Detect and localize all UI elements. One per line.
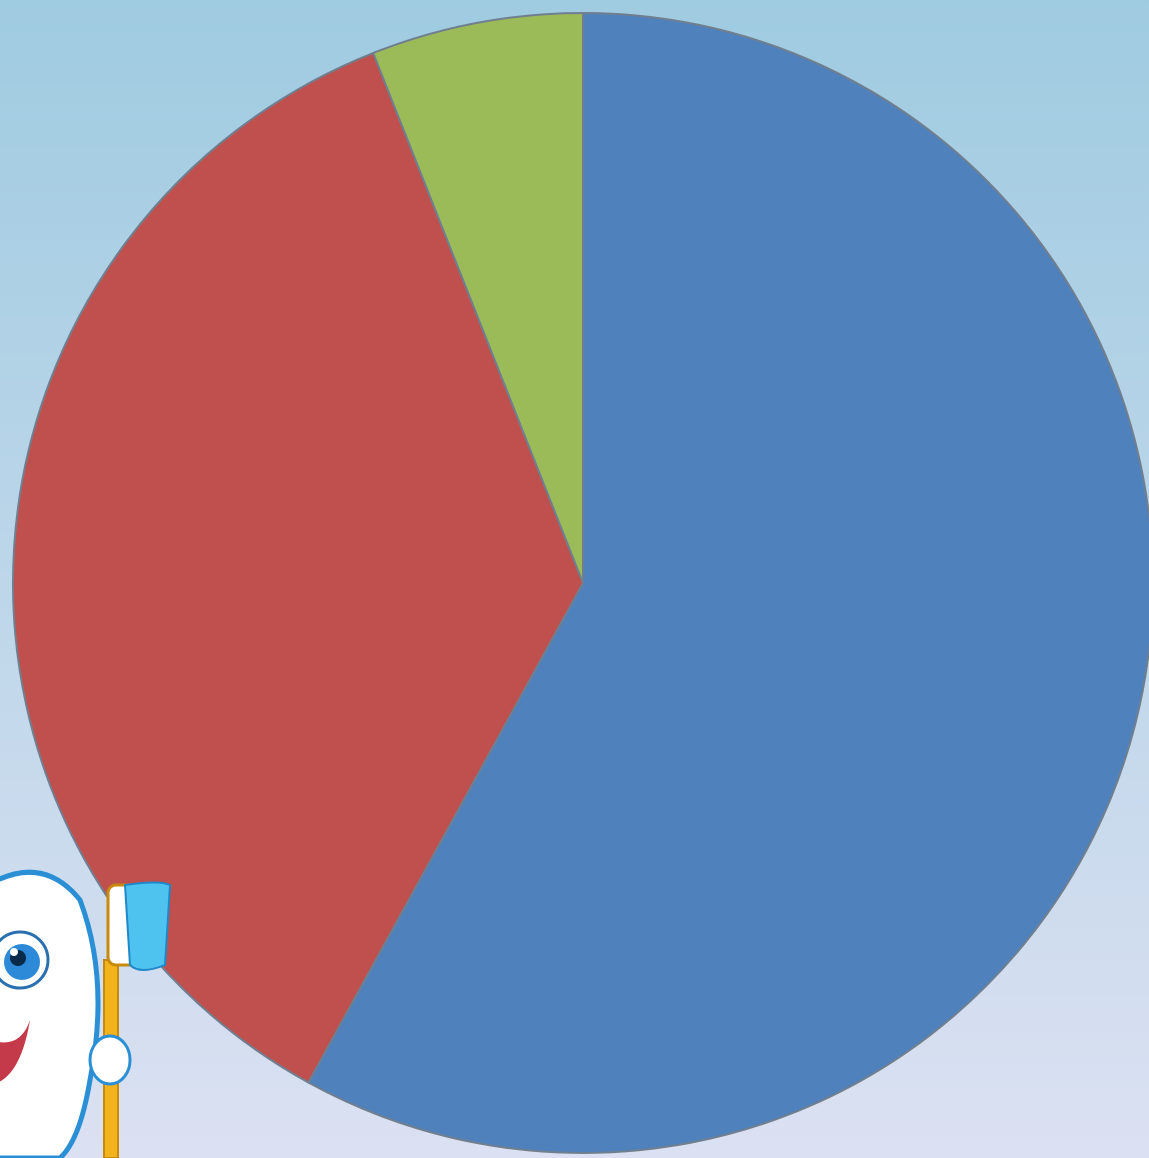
pie-slice xyxy=(371,11,584,584)
pie-slice xyxy=(307,11,1149,1154)
pie xyxy=(12,11,1149,1154)
tooth-mascot xyxy=(0,869,172,1158)
